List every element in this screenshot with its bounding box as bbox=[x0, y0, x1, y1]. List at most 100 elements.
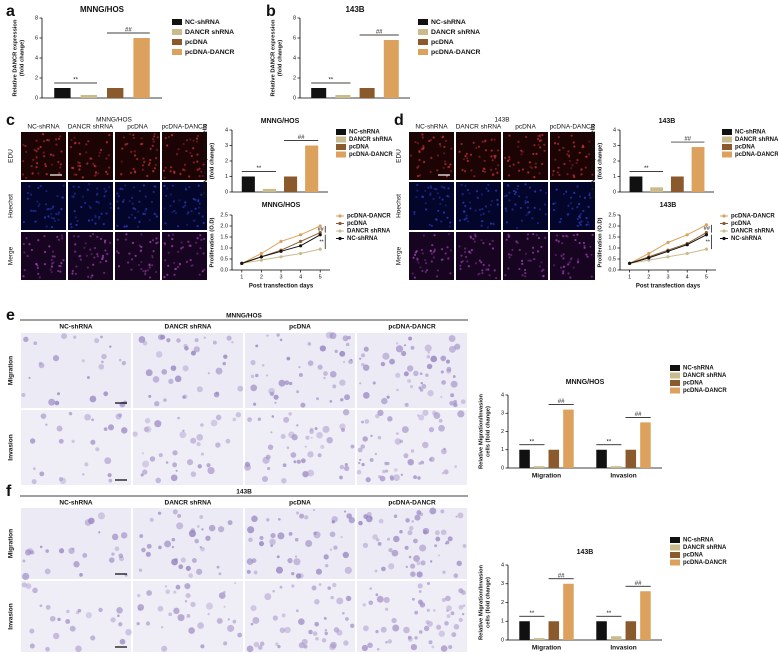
cell bbox=[493, 156, 497, 159]
cell bbox=[362, 392, 370, 399]
cell bbox=[76, 219, 79, 222]
cell bbox=[538, 172, 541, 175]
cell bbox=[29, 628, 35, 634]
cell bbox=[418, 158, 421, 162]
cell bbox=[361, 362, 365, 367]
cell bbox=[164, 137, 167, 140]
x-tick-label: Migration bbox=[532, 473, 561, 480]
micrograph bbox=[21, 410, 131, 485]
cell bbox=[207, 612, 210, 616]
cell bbox=[405, 565, 409, 569]
cell bbox=[521, 274, 524, 277]
cell bbox=[141, 547, 146, 553]
cell bbox=[207, 466, 215, 475]
bar bbox=[563, 583, 574, 640]
cell bbox=[529, 165, 532, 168]
cell bbox=[380, 361, 386, 367]
point bbox=[704, 247, 709, 251]
legend-label: pcDNA-DANCR bbox=[683, 388, 727, 394]
cell bbox=[149, 456, 156, 462]
cell bbox=[182, 395, 186, 399]
cell bbox=[531, 251, 535, 254]
cell bbox=[403, 344, 406, 347]
cell bbox=[468, 251, 471, 254]
cell bbox=[173, 273, 176, 276]
cell bbox=[223, 641, 228, 646]
cell bbox=[588, 192, 591, 195]
cell bbox=[274, 401, 277, 404]
cell bbox=[293, 558, 301, 566]
cell bbox=[225, 438, 231, 444]
cell bbox=[257, 645, 263, 650]
cell bbox=[77, 608, 82, 613]
cell bbox=[143, 160, 146, 163]
cell bbox=[294, 537, 299, 542]
cell bbox=[505, 194, 508, 197]
cell bbox=[419, 544, 427, 552]
cell bbox=[49, 615, 56, 622]
cell bbox=[152, 250, 155, 253]
cell bbox=[299, 513, 305, 519]
cell bbox=[101, 254, 105, 257]
cell bbox=[190, 471, 197, 477]
cell bbox=[226, 335, 232, 341]
cell bbox=[293, 460, 297, 464]
cell bbox=[508, 191, 511, 194]
column-header: pcDNA bbox=[127, 124, 148, 131]
cell bbox=[298, 642, 305, 649]
cell bbox=[37, 172, 40, 175]
cell bbox=[506, 183, 509, 187]
cell bbox=[475, 190, 479, 193]
cell bbox=[542, 268, 545, 271]
cell bbox=[358, 461, 361, 465]
cell bbox=[265, 454, 271, 460]
cell bbox=[457, 512, 464, 519]
cell bbox=[116, 200, 119, 203]
cell bbox=[178, 199, 181, 202]
cell bbox=[525, 196, 528, 199]
cell bbox=[446, 609, 449, 612]
cell bbox=[103, 239, 107, 242]
cell bbox=[146, 269, 150, 272]
cell bbox=[291, 434, 298, 441]
cell bbox=[35, 150, 38, 153]
cell bbox=[552, 169, 555, 173]
cell bbox=[504, 195, 507, 198]
cell bbox=[438, 418, 443, 423]
cell bbox=[128, 200, 131, 203]
cell bbox=[47, 207, 50, 211]
cell bbox=[25, 150, 28, 153]
cell bbox=[152, 190, 155, 194]
cell bbox=[536, 221, 540, 225]
cell bbox=[28, 376, 31, 379]
cell bbox=[35, 139, 38, 142]
cell bbox=[477, 273, 480, 276]
cell bbox=[37, 186, 40, 190]
y-tick-label: 4 bbox=[613, 127, 616, 133]
panel-letter: a bbox=[6, 3, 15, 20]
cell bbox=[458, 150, 461, 153]
point bbox=[685, 243, 689, 247]
y-axis-label: Relative EDU positive cells bbox=[591, 124, 597, 198]
cell bbox=[171, 546, 175, 549]
cell bbox=[175, 469, 178, 472]
legend-label: DANCR shRNA bbox=[731, 229, 775, 235]
cell bbox=[494, 154, 497, 157]
y-tick-label: 1 bbox=[225, 174, 228, 180]
cell bbox=[570, 257, 573, 260]
cell bbox=[170, 133, 174, 137]
point bbox=[647, 256, 651, 260]
cell bbox=[517, 140, 520, 143]
cell bbox=[163, 176, 166, 179]
micrograph bbox=[245, 581, 355, 652]
cell bbox=[320, 444, 325, 449]
cell bbox=[131, 202, 134, 205]
cell bbox=[103, 427, 108, 431]
cell bbox=[177, 416, 180, 420]
cell bbox=[148, 264, 151, 267]
cell bbox=[443, 152, 446, 155]
cell bbox=[474, 233, 477, 236]
cell bbox=[309, 429, 314, 435]
cell bbox=[141, 168, 144, 171]
